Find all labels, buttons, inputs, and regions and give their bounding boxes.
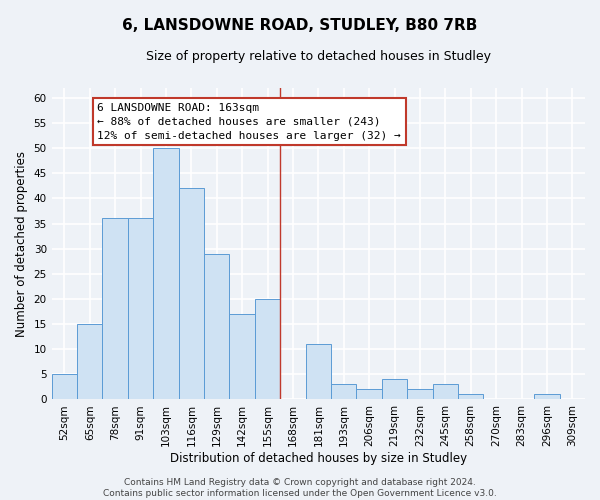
Bar xyxy=(255,299,280,400)
Y-axis label: Number of detached properties: Number of detached properties xyxy=(15,150,28,336)
Bar xyxy=(179,188,204,400)
Bar xyxy=(458,394,484,400)
Title: Size of property relative to detached houses in Studley: Size of property relative to detached ho… xyxy=(146,50,491,63)
Bar xyxy=(382,380,407,400)
Bar xyxy=(356,390,382,400)
Bar xyxy=(534,394,560,400)
Text: 6 LANSDOWNE ROAD: 163sqm
← 88% of detached houses are smaller (243)
12% of semi-: 6 LANSDOWNE ROAD: 163sqm ← 88% of detach… xyxy=(97,103,401,141)
Bar xyxy=(331,384,356,400)
Bar xyxy=(128,218,153,400)
Bar xyxy=(407,390,433,400)
X-axis label: Distribution of detached houses by size in Studley: Distribution of detached houses by size … xyxy=(170,452,467,465)
Bar xyxy=(229,314,255,400)
Bar xyxy=(305,344,331,400)
Bar xyxy=(204,254,229,400)
Bar xyxy=(103,218,128,400)
Bar xyxy=(153,148,179,400)
Bar xyxy=(433,384,458,400)
Text: 6, LANSDOWNE ROAD, STUDLEY, B80 7RB: 6, LANSDOWNE ROAD, STUDLEY, B80 7RB xyxy=(122,18,478,32)
Bar xyxy=(77,324,103,400)
Bar xyxy=(52,374,77,400)
Text: Contains HM Land Registry data © Crown copyright and database right 2024.
Contai: Contains HM Land Registry data © Crown c… xyxy=(103,478,497,498)
